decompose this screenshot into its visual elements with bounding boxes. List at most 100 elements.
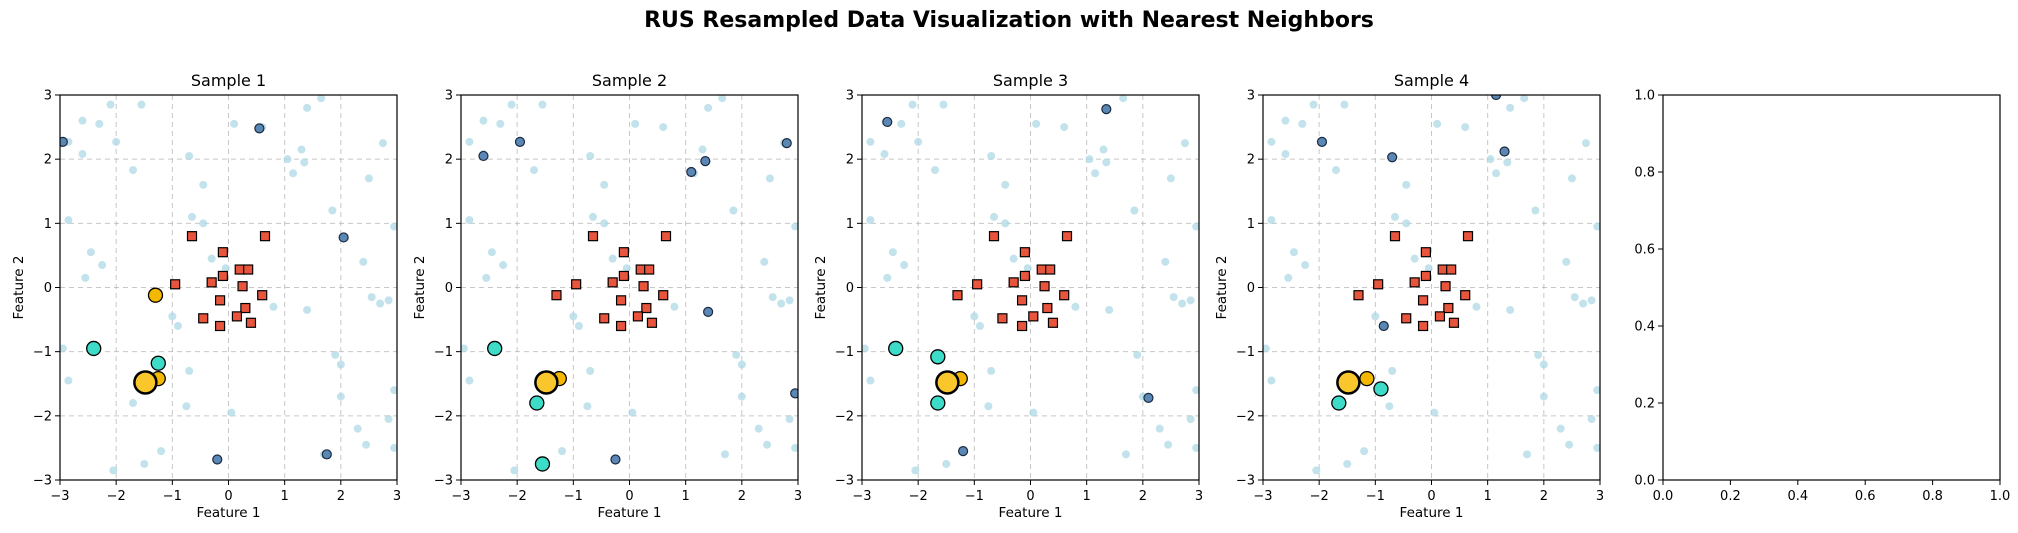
y-tick-label: 0.4 bbox=[1634, 320, 1655, 335]
x-axis-label: Feature 1 bbox=[1400, 505, 1464, 521]
background-point bbox=[866, 376, 875, 385]
background-point bbox=[888, 248, 897, 257]
background-point bbox=[659, 123, 668, 132]
background-point bbox=[763, 440, 772, 449]
background-point bbox=[482, 273, 491, 282]
background-point bbox=[496, 119, 505, 128]
minority-point bbox=[571, 279, 582, 290]
background-point bbox=[1340, 100, 1349, 109]
background-point bbox=[1534, 350, 1543, 359]
background-point bbox=[1161, 257, 1170, 266]
background-point bbox=[1520, 95, 1529, 103]
minority-point bbox=[1042, 302, 1053, 314]
background-point bbox=[507, 100, 516, 109]
background-point bbox=[367, 293, 376, 302]
y-tick-label: −3 bbox=[1236, 474, 1255, 489]
panel-1: −3 −2 −1 0 1 2 3 −3 −2 −1 0 1 2 3 Sample 1 Feature 1 Fea… bbox=[11, 71, 401, 521]
query-point bbox=[1336, 370, 1361, 395]
minority-point bbox=[217, 247, 228, 258]
background-point bbox=[1060, 123, 1069, 132]
minority-point bbox=[1443, 302, 1454, 314]
background-point bbox=[185, 366, 194, 375]
minority-point bbox=[997, 313, 1008, 324]
y-tick-label: −2 bbox=[434, 409, 453, 424]
minority-point bbox=[243, 264, 254, 275]
background-point bbox=[499, 261, 508, 270]
background-point bbox=[720, 450, 729, 459]
background-point bbox=[1565, 440, 1574, 449]
background-point bbox=[1105, 305, 1114, 314]
x-tick-label: −2 bbox=[107, 489, 126, 504]
background-point bbox=[608, 254, 617, 263]
background-point bbox=[81, 273, 90, 282]
x-axis-label: Feature 1 bbox=[598, 505, 662, 521]
neighbor-point bbox=[60, 136, 68, 147]
background-point bbox=[1424, 264, 1433, 273]
background-point bbox=[1472, 302, 1481, 311]
background-point bbox=[303, 305, 312, 314]
background-point bbox=[461, 344, 468, 353]
background-point bbox=[1155, 424, 1164, 433]
background-point bbox=[765, 174, 774, 183]
background-point bbox=[1298, 119, 1307, 128]
background-point bbox=[510, 466, 519, 475]
background-point bbox=[1593, 443, 1600, 452]
background-point bbox=[600, 180, 609, 189]
minority-point bbox=[1434, 311, 1446, 322]
neighbor-point bbox=[1378, 320, 1389, 332]
background-point bbox=[931, 166, 940, 175]
y-tick-label: −3 bbox=[33, 474, 52, 489]
background-point bbox=[583, 402, 592, 411]
neighbor-point bbox=[781, 138, 792, 149]
background-point bbox=[173, 322, 182, 330]
figure-title: RUS Resampled Data Visualization with Ne… bbox=[644, 8, 1374, 33]
background-point bbox=[1430, 408, 1439, 417]
background-point bbox=[732, 350, 741, 359]
neighbor-point bbox=[514, 136, 526, 147]
background-point bbox=[289, 169, 298, 178]
minority-point bbox=[214, 295, 226, 306]
y-tick-label: 3 bbox=[44, 89, 52, 104]
x-tick-label: 0.8 bbox=[1922, 489, 1943, 504]
y-tick-label: 2 bbox=[44, 153, 52, 168]
x-tick-label: 1 bbox=[1484, 489, 1492, 504]
minority-point bbox=[641, 302, 652, 314]
minority-point bbox=[615, 295, 627, 306]
background-point bbox=[207, 254, 216, 263]
background-point bbox=[182, 402, 191, 411]
background-point bbox=[1390, 212, 1399, 221]
background-point bbox=[1009, 254, 1018, 263]
minority-point bbox=[1420, 270, 1431, 282]
x-tick-label: 0 bbox=[625, 489, 633, 504]
background-point bbox=[129, 166, 138, 175]
y-axis-label: Feature 2 bbox=[1214, 256, 1230, 320]
x-tick-label: −1 bbox=[564, 489, 583, 504]
background-point bbox=[1506, 103, 1515, 112]
neighbor-point bbox=[1387, 152, 1398, 163]
minority-point bbox=[1446, 264, 1457, 275]
minority-point bbox=[245, 317, 257, 328]
y-tick-label: 3 bbox=[445, 89, 453, 104]
minority-point bbox=[615, 320, 627, 332]
neighbor-point bbox=[478, 150, 489, 162]
panel-3: −3 −2 −1 0 1 2 3 −3 −2 −1 0 1 2 3 Sample 3 Feature 1 Fea… bbox=[813, 71, 1203, 521]
background-point bbox=[631, 119, 640, 128]
minority-point bbox=[618, 270, 629, 282]
background-point bbox=[791, 222, 798, 231]
background-point bbox=[987, 151, 996, 160]
y-tick-label: 1 bbox=[1247, 217, 1255, 232]
background-point bbox=[300, 158, 309, 167]
highlight-point bbox=[147, 287, 164, 303]
neighbor-point bbox=[686, 166, 697, 178]
x-axis-label: Feature 1 bbox=[999, 505, 1063, 521]
teal-point bbox=[529, 395, 545, 411]
minority-point bbox=[170, 279, 181, 290]
y-tick-label: −2 bbox=[33, 409, 52, 424]
minority-point bbox=[1462, 231, 1474, 242]
minority-point bbox=[1448, 317, 1460, 328]
background-point bbox=[364, 174, 373, 183]
background-point bbox=[140, 459, 149, 468]
background-point bbox=[600, 219, 609, 228]
background-point bbox=[221, 264, 230, 273]
background-point bbox=[1186, 296, 1195, 305]
